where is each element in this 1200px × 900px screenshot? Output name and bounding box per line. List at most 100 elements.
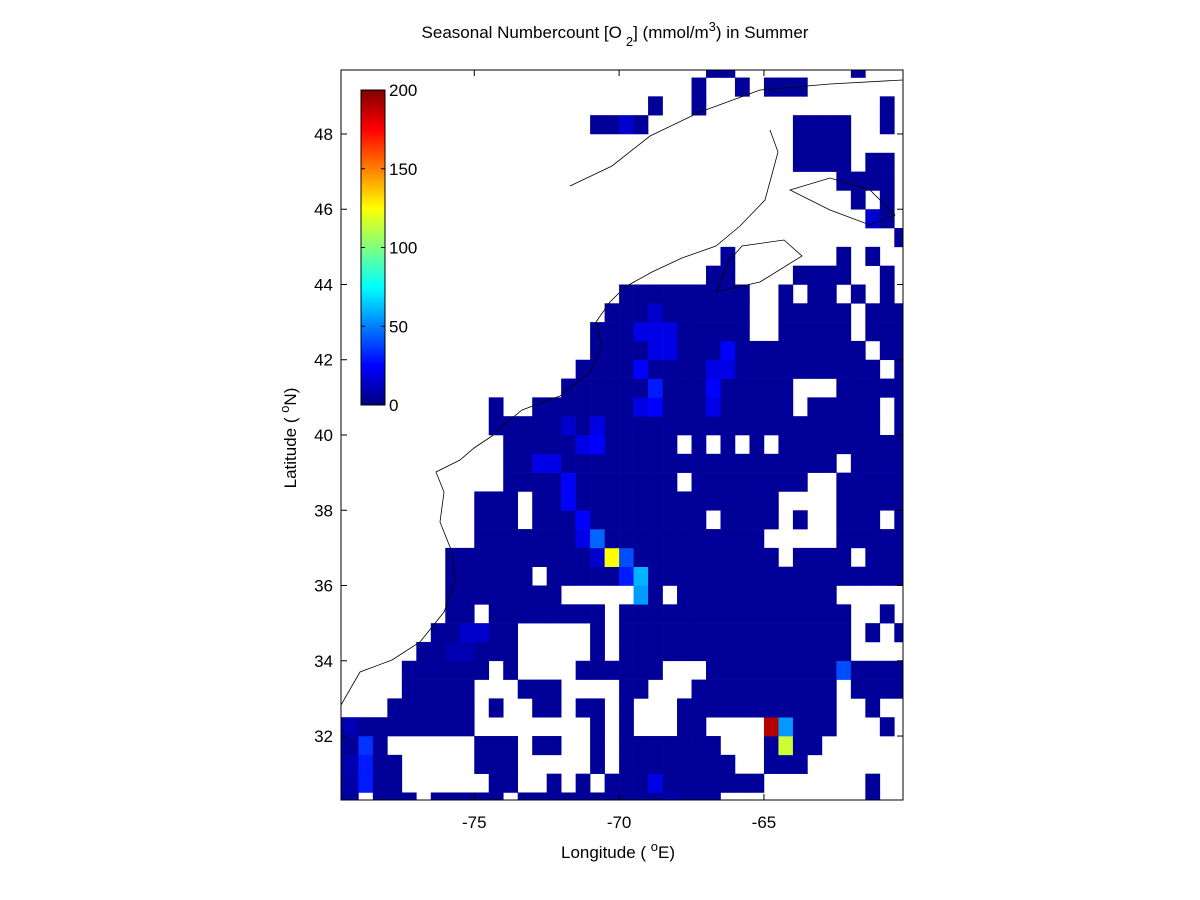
heat-cell [763, 340, 779, 361]
heat-cell [734, 340, 750, 361]
heat-cell [865, 792, 881, 800]
heat-cell [372, 736, 388, 756]
heat-cell [343, 792, 359, 800]
heat-cell [691, 529, 707, 549]
coastline [341, 79, 903, 706]
heat-cell [763, 77, 779, 97]
heat-cell [677, 491, 692, 511]
heat-cell [662, 754, 678, 774]
heat-cell [546, 491, 562, 511]
heat-cell [474, 491, 490, 511]
heat-cell [691, 585, 707, 605]
heat-cell [879, 265, 895, 285]
heat-cell [604, 773, 620, 793]
heat-cell [401, 792, 417, 800]
y-tick-label: 48 [314, 125, 333, 144]
heat-cell [792, 754, 808, 774]
heat-cell [633, 416, 649, 436]
heat-cell [604, 453, 620, 473]
heat-cell [590, 491, 605, 511]
heat-cell [763, 491, 779, 511]
heat-cell [503, 660, 519, 680]
heat-cell [706, 623, 721, 643]
heat-cell [706, 604, 721, 624]
heat-cell [720, 284, 736, 304]
heat-cell [807, 322, 823, 342]
heat-cell [821, 660, 837, 680]
heat-cell [691, 397, 707, 417]
heat-cell [720, 529, 736, 549]
heat-cell [691, 378, 707, 398]
heat-cell [821, 547, 837, 568]
y-tick-label: 44 [314, 275, 333, 294]
heat-cell [879, 604, 895, 624]
heat-cell [778, 717, 794, 737]
heat-cell [546, 698, 562, 718]
heat-cell [517, 453, 533, 473]
heat-cell [633, 303, 649, 323]
heat-cell [879, 453, 895, 473]
heat-cell [691, 472, 707, 492]
heat-cell [778, 378, 794, 398]
heat-cell [619, 453, 634, 473]
heat-cell [734, 510, 750, 530]
heat-cell [720, 641, 736, 662]
heat-cell [532, 792, 547, 800]
heat-cell [648, 435, 663, 455]
heat-cell [778, 340, 794, 361]
heat-cell [619, 284, 634, 304]
heat-cell [474, 641, 490, 662]
colorbar-tick-label: 100 [389, 239, 417, 258]
heat-cell [734, 679, 750, 699]
heat-cell [749, 510, 765, 530]
heat-cell [836, 152, 852, 172]
heat-cell [503, 510, 519, 530]
heat-cell [474, 585, 490, 605]
heat-cell [749, 416, 765, 436]
heat-cell [706, 397, 721, 417]
heat-cell [807, 133, 823, 154]
heat-cell [691, 679, 707, 699]
heat-cell [445, 604, 461, 624]
heat-cell [706, 547, 721, 568]
heat-cell [604, 416, 620, 436]
heat-cell [474, 754, 490, 774]
heat-cell [546, 453, 562, 473]
heat-cell [792, 340, 808, 361]
heat-cell [619, 378, 634, 398]
heat-cell [778, 472, 794, 492]
heat-cell [662, 378, 678, 398]
heat-cell [445, 792, 461, 800]
heat-cell [850, 529, 866, 549]
heat-cell [532, 416, 547, 436]
heat-cell [488, 547, 504, 568]
heat-cell [850, 416, 866, 436]
heat-cell [459, 792, 475, 800]
heat-cell [734, 491, 750, 511]
heat-cell [677, 340, 692, 361]
heat-cell [343, 754, 359, 774]
heat-cell [677, 566, 692, 586]
heat-cell [633, 378, 649, 398]
heat-cell [821, 284, 837, 304]
heat-cell [734, 303, 750, 323]
heat-cell [691, 792, 707, 800]
heat-cell [865, 378, 881, 398]
heat-cell [590, 604, 605, 624]
heat-cell [503, 491, 519, 511]
heat-cell [416, 717, 432, 737]
heat-cell [749, 397, 765, 417]
heat-cell [561, 529, 576, 549]
heat-cell [691, 736, 707, 756]
heat-cell [763, 698, 779, 718]
heat-cell [619, 510, 634, 530]
heat-cell [590, 340, 605, 361]
heat-cell [879, 171, 895, 191]
heat-cell [879, 303, 895, 323]
heat-cell [503, 641, 519, 662]
heat-cell [691, 435, 707, 455]
heat-cell [445, 566, 461, 586]
heat-cell [734, 623, 750, 643]
heat-cell [836, 359, 852, 379]
heat-cell [836, 171, 852, 191]
